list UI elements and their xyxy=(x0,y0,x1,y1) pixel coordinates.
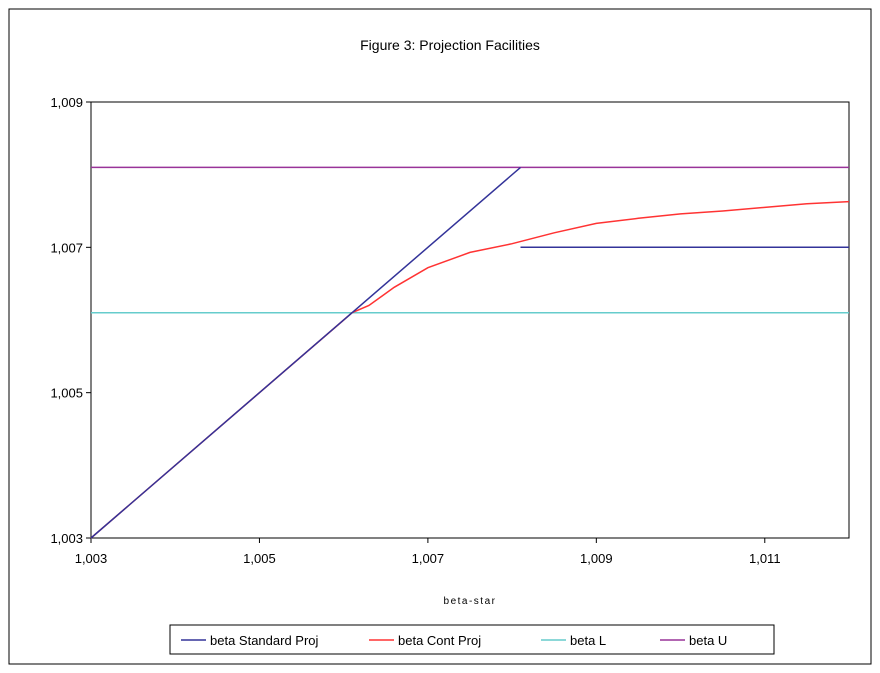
series-line-beta-standard-proj xyxy=(90,166,521,539)
y-tick-label: 1,003 xyxy=(50,531,83,546)
legend-item-upper: beta U xyxy=(660,633,727,648)
plot-area xyxy=(90,101,850,539)
y-tick-label: 1,005 xyxy=(50,386,83,401)
x-axis-title: beta-star xyxy=(444,596,497,607)
legend-label-standard: beta Standard Proj xyxy=(210,633,319,648)
legend-item-standard: beta Standard Proj xyxy=(181,633,319,648)
chart-title: Figure 3: Projection Facilities xyxy=(360,37,540,53)
x-tick-label: 1,007 xyxy=(412,551,445,566)
legend-item-lower: beta L xyxy=(541,633,606,648)
legend-label-upper: beta U xyxy=(689,633,727,648)
x-axis: 1,003 1,005 1,007 1,009 1,011 xyxy=(75,538,781,566)
legend: beta Standard Proj beta Cont Proj beta L… xyxy=(169,624,775,655)
x-tick-label: 1,005 xyxy=(243,551,276,566)
series-layer xyxy=(90,166,850,539)
legend-label-lower: beta L xyxy=(570,633,606,648)
x-tick-label: 1,009 xyxy=(580,551,613,566)
legend-item-cont: beta Cont Proj xyxy=(369,633,481,648)
x-tick-label: 1,011 xyxy=(749,551,781,566)
legend-label-cont: beta Cont Proj xyxy=(398,633,481,648)
y-axis: 1,003 1,005 1,007 1,009 xyxy=(50,95,91,546)
x-tick-label: 1,003 xyxy=(75,551,108,566)
series-line-beta-cont-proj xyxy=(90,200,850,539)
y-tick-label: 1,009 xyxy=(50,95,83,110)
y-tick-label: 1,007 xyxy=(50,240,83,255)
